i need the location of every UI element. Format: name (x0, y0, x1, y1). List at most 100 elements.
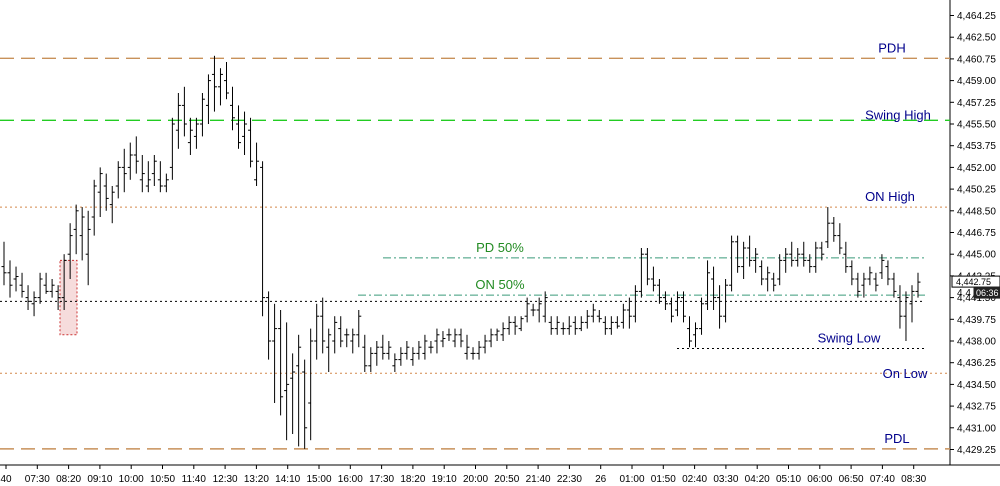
ohlc-bar (434, 328, 440, 354)
x-tick-label: 26 (595, 474, 607, 485)
ohlc-bar (121, 148, 127, 193)
level-label-pdh: PDH (878, 40, 905, 55)
ohlc-bar (915, 272, 921, 298)
ohlc-bar (242, 111, 248, 155)
ohlc-bar (578, 316, 584, 332)
x-tick-label: 16:00 (338, 474, 363, 485)
ohlc-bar (759, 260, 765, 286)
ohlc-bar (272, 303, 278, 403)
ohlc-bar (254, 142, 260, 186)
x-tick-label: 09:10 (87, 474, 112, 485)
ohlc-bar (674, 291, 680, 317)
ohlc-bar (518, 316, 524, 332)
ohlc-bar (530, 303, 536, 317)
ohlc-bar (37, 272, 43, 304)
x-tick-label: 20:50 (494, 474, 519, 485)
ohlc-bar (67, 223, 73, 279)
ohlc-bar (205, 74, 211, 124)
x-tick-label: 01:50 (651, 474, 676, 485)
ohlc-bar (897, 285, 903, 329)
ohlc-bar (440, 331, 446, 348)
ohlc-bar (1, 241, 7, 286)
ohlc-bar (422, 334, 428, 360)
ohlc-bar (789, 241, 795, 267)
ohlc-bar (326, 328, 332, 372)
x-tick-label: 22:30 (557, 474, 582, 485)
ohlc-bar (693, 322, 699, 348)
ohlc-bar (494, 328, 500, 341)
ohlc-bar (662, 291, 668, 310)
ohlc-bar (620, 303, 626, 329)
level-label-on-50: ON 50% (475, 277, 525, 292)
ohlc-bar (885, 260, 891, 286)
x-tick-label: 11:40 (182, 474, 207, 485)
ohlc-bar (169, 117, 175, 180)
timer-tag (973, 286, 1000, 299)
y-tick-label: 4,450.25 (957, 185, 996, 196)
y-tick-label: 4,462.50 (957, 33, 996, 44)
x-tick-label: 05:10 (776, 474, 801, 485)
ohlc-bar (410, 347, 416, 366)
x-tick-label: 13:20 (244, 474, 269, 485)
ohlc-bar (825, 207, 831, 248)
ohlc-bar (855, 272, 861, 298)
ohlc-bar (753, 248, 759, 273)
ohlc-bar (308, 328, 314, 441)
ohlc-bar (536, 297, 542, 323)
ohlc-bar (476, 341, 482, 360)
y-tick-label: 4,432.75 (957, 402, 996, 413)
ohlc-bar (452, 328, 458, 348)
ohlc-bar (145, 161, 151, 193)
ohlc-bar (590, 303, 596, 323)
ohlc-bar (314, 303, 320, 360)
ohlc-bar (181, 86, 187, 137)
ohlc-bar (127, 142, 133, 180)
ohlc-bar (735, 235, 741, 273)
ohlc-bar (614, 316, 620, 329)
x-tick-label: 17:30 (369, 474, 394, 485)
ohlc-bar (638, 248, 644, 298)
y-tick-label: 4,457.25 (957, 98, 996, 109)
ohlc-bar (584, 310, 590, 329)
last-price-label: 4,442.75 (956, 277, 991, 287)
ohlc-bar (320, 297, 326, 354)
y-tick-label: 4,431.00 (957, 423, 996, 434)
y-tick-label: 4,452.00 (957, 163, 996, 174)
ohlc-bar (458, 328, 464, 348)
x-tick-label: 06:00 (807, 474, 832, 485)
ohlc-bar (31, 291, 37, 317)
ohlc-bar (687, 316, 692, 348)
ohlc-bar (723, 279, 729, 323)
x-tick-label: 20:00 (463, 474, 488, 485)
ohlc-bar (428, 341, 434, 354)
ohlc-bar (849, 260, 855, 286)
ohlc-bar (506, 316, 512, 335)
ohlc-bar (879, 254, 885, 279)
x-tick-label: 18:20 (400, 474, 425, 485)
ohlc-bar (302, 359, 308, 449)
ohlc-bar (25, 285, 31, 310)
ohlc-bar (368, 347, 374, 372)
ohlc-bar (765, 266, 771, 292)
ohlc-bar (861, 272, 867, 298)
x-tick-label: 01:00 (619, 474, 644, 485)
ohlc-bar (795, 248, 801, 267)
ohlc-bar (572, 316, 578, 335)
timer-prefix-label: 4,4 (957, 288, 971, 299)
ohlc-bar (332, 316, 338, 354)
ohlc-bar (374, 341, 380, 366)
ohlc-bar (554, 316, 560, 335)
ohlc-bar (482, 334, 488, 354)
ohlc-bar (338, 316, 344, 348)
x-tick-label: 08:30 (901, 474, 926, 485)
ohlc-bar (819, 241, 825, 261)
ohlc-bar (296, 334, 302, 447)
ohlc-bar (566, 316, 572, 335)
ohlc-bar (632, 285, 638, 323)
ohlc-bar (199, 93, 205, 137)
ohlc-bar (91, 179, 97, 236)
ohlc-bar (524, 297, 530, 323)
y-tick-label: 4,445.00 (957, 250, 996, 261)
ohlc-bar (139, 155, 145, 193)
